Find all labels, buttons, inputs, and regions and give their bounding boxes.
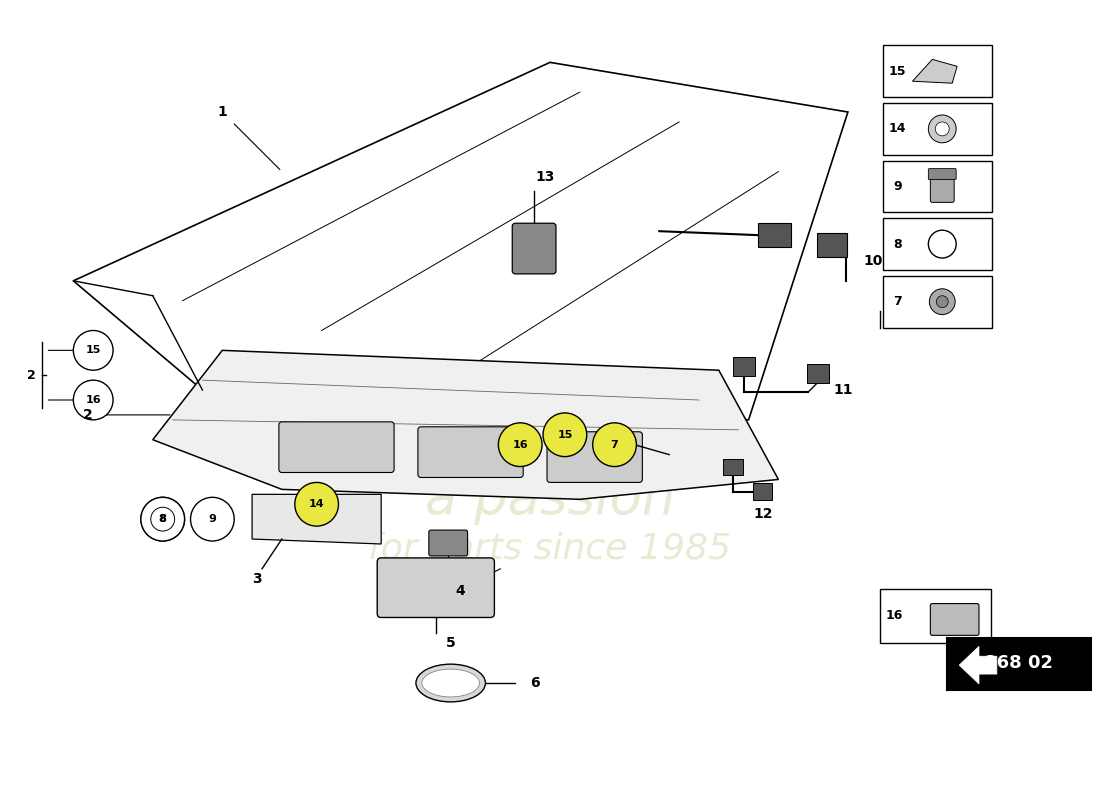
FancyBboxPatch shape	[882, 276, 992, 327]
Ellipse shape	[416, 664, 485, 702]
FancyBboxPatch shape	[513, 223, 556, 274]
Text: 13: 13	[536, 170, 554, 183]
Polygon shape	[959, 646, 997, 684]
Text: 16: 16	[886, 609, 903, 622]
FancyBboxPatch shape	[928, 169, 956, 179]
Circle shape	[593, 423, 637, 466]
Polygon shape	[74, 62, 848, 420]
Circle shape	[295, 482, 339, 526]
FancyBboxPatch shape	[377, 558, 494, 618]
FancyBboxPatch shape	[882, 218, 992, 270]
Text: 7: 7	[893, 295, 902, 308]
FancyBboxPatch shape	[817, 233, 847, 257]
Circle shape	[928, 115, 956, 142]
Text: 8: 8	[158, 514, 166, 524]
Text: 15: 15	[558, 430, 573, 440]
FancyBboxPatch shape	[758, 223, 791, 247]
Text: 1: 1	[218, 105, 228, 119]
Circle shape	[936, 296, 948, 308]
Polygon shape	[153, 350, 779, 499]
FancyBboxPatch shape	[279, 422, 394, 473]
FancyBboxPatch shape	[733, 358, 755, 376]
Text: 2: 2	[28, 369, 36, 382]
FancyBboxPatch shape	[807, 364, 829, 383]
Text: 12: 12	[754, 507, 773, 522]
FancyBboxPatch shape	[723, 458, 743, 475]
Circle shape	[74, 330, 113, 370]
Text: a passion: a passion	[425, 474, 675, 526]
Text: for parts since 1985: for parts since 1985	[368, 532, 732, 566]
Circle shape	[543, 413, 586, 457]
Text: 9: 9	[893, 180, 902, 193]
FancyBboxPatch shape	[547, 432, 642, 482]
Text: 5: 5	[446, 636, 455, 650]
Text: 15: 15	[889, 65, 906, 78]
Circle shape	[74, 380, 113, 420]
FancyBboxPatch shape	[882, 46, 992, 97]
Circle shape	[928, 230, 956, 258]
FancyBboxPatch shape	[880, 589, 991, 643]
Circle shape	[141, 498, 185, 541]
Text: 15: 15	[86, 346, 101, 355]
Circle shape	[930, 289, 955, 314]
Text: 9: 9	[208, 514, 217, 524]
FancyBboxPatch shape	[931, 170, 954, 202]
Circle shape	[498, 423, 542, 466]
Text: 16: 16	[86, 395, 101, 405]
FancyBboxPatch shape	[429, 530, 468, 556]
Text: 10: 10	[864, 254, 882, 268]
Text: 16: 16	[513, 440, 528, 450]
Text: 6: 6	[530, 676, 540, 690]
Text: 8: 8	[160, 514, 166, 524]
Polygon shape	[913, 59, 957, 83]
FancyBboxPatch shape	[947, 638, 1091, 690]
Text: 14: 14	[889, 122, 906, 135]
Text: 8: 8	[893, 238, 902, 250]
FancyBboxPatch shape	[418, 427, 524, 478]
Text: 7: 7	[610, 440, 618, 450]
Text: 2: 2	[84, 408, 94, 422]
FancyBboxPatch shape	[752, 483, 772, 500]
Circle shape	[151, 507, 175, 531]
FancyBboxPatch shape	[931, 603, 979, 635]
Text: 14: 14	[309, 499, 324, 510]
Text: 11: 11	[833, 383, 853, 397]
Circle shape	[141, 498, 185, 541]
Text: 3: 3	[252, 572, 262, 586]
Text: 4: 4	[455, 584, 465, 598]
Circle shape	[935, 122, 949, 136]
Text: 868 02: 868 02	[984, 654, 1053, 672]
Polygon shape	[252, 494, 382, 544]
Ellipse shape	[422, 669, 480, 697]
FancyBboxPatch shape	[882, 103, 992, 154]
Text: euro: euro	[364, 310, 736, 451]
FancyBboxPatch shape	[882, 161, 992, 212]
Circle shape	[190, 498, 234, 541]
